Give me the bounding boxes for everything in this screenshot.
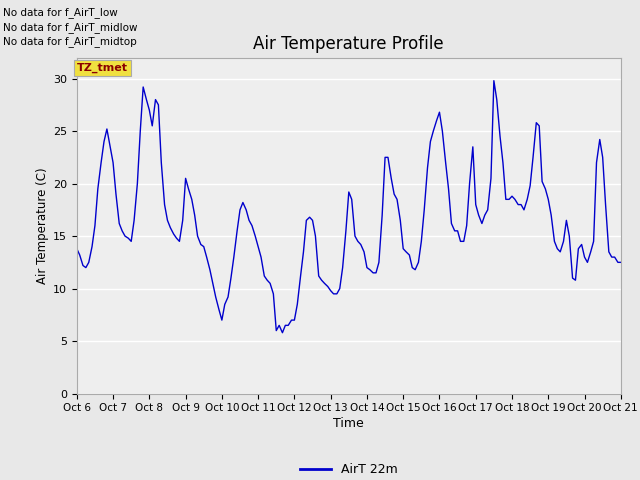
Text: No data for f_AirT_midlow: No data for f_AirT_midlow [3,22,138,33]
Y-axis label: Air Temperature (C): Air Temperature (C) [36,168,49,284]
X-axis label: Time: Time [333,418,364,431]
Text: No data for f_AirT_low: No data for f_AirT_low [3,7,118,18]
Text: TZ_tmet: TZ_tmet [77,63,128,73]
Title: Air Temperature Profile: Air Temperature Profile [253,35,444,53]
Legend: AirT 22m: AirT 22m [295,458,403,480]
Text: No data for f_AirT_midtop: No data for f_AirT_midtop [3,36,137,47]
